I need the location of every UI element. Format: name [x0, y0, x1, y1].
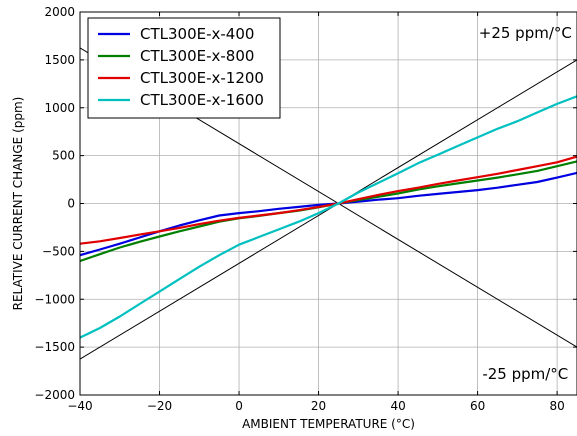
- series-line-ctl300e-x-1200: [80, 155, 577, 245]
- y-tick-label: 2000: [44, 5, 75, 19]
- legend-label: CTL300E-x-1600: [140, 91, 264, 109]
- x-tick-label: 0: [235, 399, 243, 413]
- x-axis-label: AMBIENT TEMPERATURE (°C): [242, 417, 415, 431]
- x-tick-label: 20: [311, 399, 326, 413]
- data-series: [80, 95, 577, 339]
- grid: [79, 11, 577, 396]
- legend: CTL300E-x-400 CTL300E-x-800 CTL300E-x-1200…: [87, 17, 281, 119]
- y-axis-label: RELATIVE CURRENT CHANGE (ppm): [11, 97, 25, 311]
- legend-label: CTL300E-x-400: [140, 25, 254, 43]
- y-tick-label: −1000: [34, 292, 75, 306]
- y-tick-label: 1000: [44, 101, 75, 115]
- series-line-ctl300e-x-400: [80, 171, 577, 257]
- x-tick-label: −20: [147, 399, 172, 413]
- annotation-label: -25 ppm/°C: [482, 365, 568, 383]
- x-tick-label: 40: [390, 399, 405, 413]
- y-tick-label: −2000: [34, 388, 75, 402]
- legend-label: CTL300E-x-1200: [140, 69, 264, 87]
- y-tick-label: 500: [52, 149, 75, 163]
- y-tick-label: −1500: [34, 340, 75, 354]
- annotation-label: +25 ppm/°C: [479, 24, 572, 42]
- legend-label: CTL300E-x-800: [140, 47, 254, 65]
- annotations: +25 ppm/°C -25 ppm/°C: [479, 24, 572, 383]
- x-tick-label: −40: [67, 399, 92, 413]
- series-line-ctl300e-x-800: [80, 160, 577, 263]
- y-tick-label: 0: [67, 197, 75, 211]
- x-tick-label: 60: [470, 399, 485, 413]
- series-line-ctl300e-x-1600: [80, 95, 577, 339]
- x-tick-label: 80: [549, 399, 564, 413]
- axis-ticks: −40 −20 0 20 40 60 80 −2000 −1500 −1000 −500 0 500 10…: [34, 5, 577, 413]
- y-tick-label: 1500: [44, 53, 75, 67]
- y-tick-label: −500: [42, 244, 75, 258]
